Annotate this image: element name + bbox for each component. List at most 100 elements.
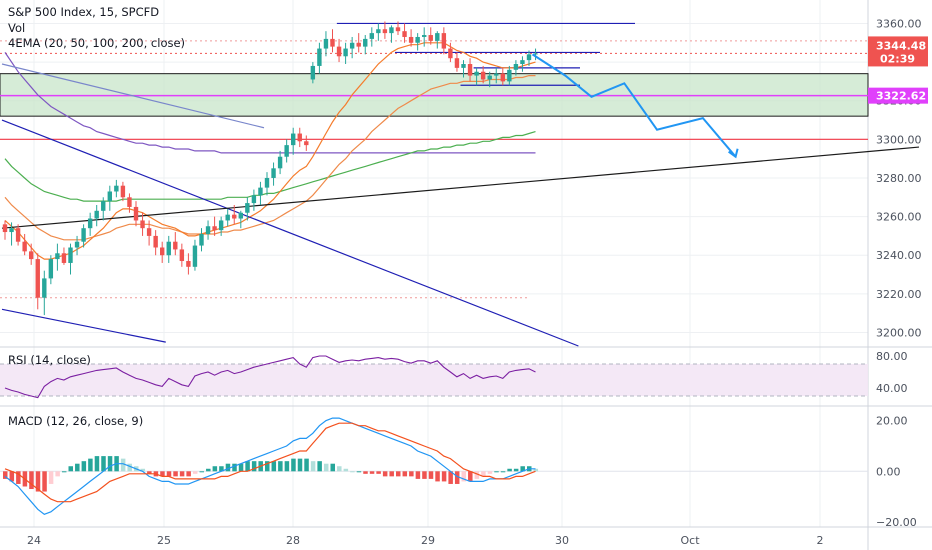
price-tick-label: 3280.00	[876, 172, 922, 185]
macd-histogram-bar	[48, 471, 54, 484]
candle-body	[330, 38, 335, 47]
macd-histogram-bar	[9, 471, 15, 482]
macd-histogram-bar	[487, 471, 493, 474]
candle-body	[480, 71, 486, 80]
macd-tick-label: 0.00	[876, 465, 901, 478]
macd-histogram-bar	[192, 471, 198, 474]
rsi-label: RSI (14, close)	[8, 353, 91, 367]
macd-histogram-bar	[127, 463, 132, 472]
candle-body	[277, 156, 283, 169]
upper-falling-trendline	[1, 119, 579, 347]
macd-histogram-bar	[265, 461, 270, 472]
macd-histogram-bar	[81, 461, 87, 472]
macd-tick-label: 20.00	[876, 415, 908, 428]
candle-body	[15, 228, 21, 242]
ema20-line	[4, 42, 536, 260]
macd-histogram-bar	[513, 468, 519, 472]
candle-body	[533, 53, 538, 55]
countdown-value: 02:39	[880, 52, 915, 65]
candle-body	[179, 249, 185, 262]
macd-histogram-bar	[396, 471, 401, 477]
candle-body	[232, 214, 237, 219]
candle-body	[42, 278, 47, 298]
candle-body	[395, 27, 401, 32]
price-tick-label: 3200.00	[876, 326, 922, 339]
forecast-line	[531, 53, 737, 158]
candle-body	[218, 220, 224, 231]
candle-body	[225, 214, 230, 221]
horizontal-levels	[0, 22, 868, 299]
macd-histogram-bar	[481, 471, 486, 477]
price-tick-label: 3300.00	[876, 133, 922, 146]
macd-histogram-bar	[468, 471, 473, 482]
macd-histogram-bar	[317, 461, 322, 472]
macd-histogram-bar	[461, 471, 466, 482]
trend-lines	[1, 63, 920, 347]
current-price-tag	[868, 36, 928, 67]
macd-histogram-bar	[454, 471, 460, 484]
macd-histogram-bar	[16, 471, 21, 484]
candle-body	[474, 71, 479, 76]
candle-body	[336, 46, 342, 57]
candle-body	[74, 241, 80, 248]
macd-histogram-bar	[507, 468, 512, 472]
candle-body	[310, 65, 316, 80]
macd-histogram-bar	[297, 458, 303, 472]
candle-body	[356, 42, 361, 47]
macd-histogram-bar	[251, 461, 257, 472]
candle-body	[133, 206, 139, 221]
macd-histogram-bar	[212, 466, 218, 472]
macd-histogram-bar	[140, 468, 146, 472]
macd-histogram-bar	[441, 471, 447, 482]
symbol-title: S&P 500 Index, 15, SPCFD	[8, 5, 160, 19]
macd-histogram-bar	[166, 471, 172, 477]
candle-body	[22, 241, 27, 252]
macd-histogram-bar	[29, 471, 34, 490]
macd-histogram-bar	[68, 466, 73, 472]
macd-histogram-bar	[369, 471, 375, 474]
candle-body	[55, 253, 60, 260]
candle-body	[304, 141, 309, 146]
candle-body	[271, 168, 276, 178]
time-axis-label: 28	[286, 534, 300, 547]
macd-histogram-bar	[42, 471, 47, 492]
macd-histogram-bar	[94, 456, 100, 472]
macd-line	[4, 417, 536, 515]
candle-body	[454, 58, 460, 68]
candle-body	[291, 133, 296, 146]
purple-ray-trendline	[1, 63, 265, 129]
candle-body	[408, 36, 414, 43]
macd-histogram-bar	[389, 471, 394, 477]
candle-body	[153, 235, 158, 248]
macd-histogram-bar	[356, 471, 362, 473]
candle-body	[369, 33, 374, 39]
candle-body	[120, 185, 126, 198]
macd-histogram-bar	[219, 466, 224, 472]
candle-body	[173, 241, 178, 250]
rsi-tick-label: 40.00	[876, 382, 908, 395]
candle-body	[205, 226, 211, 234]
macd-histogram-bar	[402, 471, 408, 477]
rsi-line	[4, 355, 536, 399]
candle-body	[251, 195, 257, 204]
level-price-value: 3322.62	[876, 90, 926, 103]
rsi-pane	[0, 355, 868, 399]
macd-histogram-bar	[186, 471, 191, 477]
candle-body	[513, 64, 519, 70]
price-tick-label: 3260.00	[876, 211, 922, 224]
level-price-tag	[868, 87, 928, 104]
macd-histogram-bar	[55, 471, 60, 477]
candle-body	[2, 224, 8, 233]
macd-histogram-bar	[232, 463, 237, 472]
macd-histogram-bar	[435, 471, 440, 482]
lower-falling-trendline	[1, 308, 166, 343]
price-tick-label: 3220.00	[876, 288, 922, 301]
macd-histogram-bar	[330, 463, 335, 472]
time-axis-label: 29	[421, 534, 435, 547]
candle-body	[382, 29, 388, 34]
candle-body	[441, 33, 447, 49]
macd-histogram-bar	[147, 471, 152, 474]
candle-body	[317, 48, 322, 66]
candle-body	[461, 64, 466, 68]
